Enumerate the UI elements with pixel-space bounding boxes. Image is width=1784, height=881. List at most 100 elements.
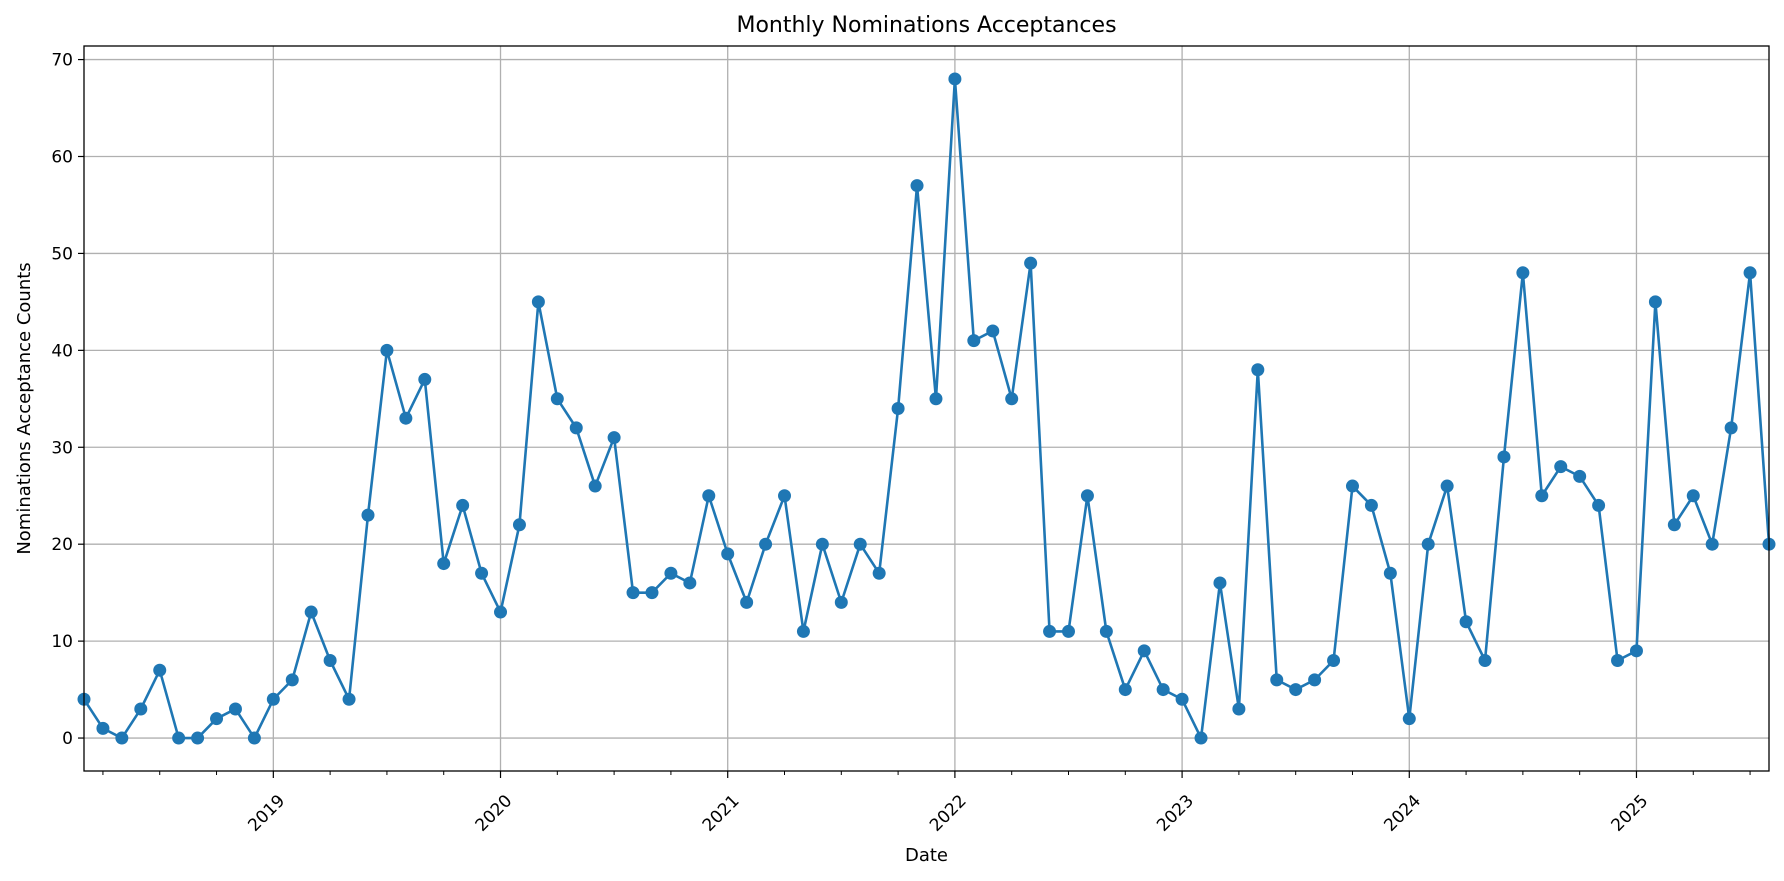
data-point <box>380 343 394 357</box>
data-point <box>1137 644 1151 658</box>
data-point <box>740 595 754 609</box>
data-point <box>191 731 205 745</box>
data-point <box>1289 683 1303 697</box>
data-point <box>1327 654 1341 668</box>
data-point <box>210 712 224 726</box>
data-point <box>1648 295 1662 309</box>
data-point <box>1005 392 1019 406</box>
y-axis-label: Nominations Acceptance Counts <box>14 262 35 554</box>
data-point <box>702 489 716 503</box>
data-point <box>1592 498 1606 512</box>
data-point <box>285 673 299 687</box>
data-point <box>1402 712 1416 726</box>
data-point <box>607 431 621 445</box>
y-tick-label: 70 <box>51 51 73 71</box>
data-point <box>1383 566 1397 580</box>
data-point <box>1345 479 1359 493</box>
data-point <box>1043 624 1057 638</box>
data-point <box>796 624 810 638</box>
y-tick-label: 60 <box>51 147 73 167</box>
data-point <box>342 692 356 706</box>
data-point <box>683 576 697 590</box>
data-point <box>304 605 318 619</box>
data-point <box>1251 363 1265 377</box>
data-point <box>588 479 602 493</box>
data-point <box>1194 731 1208 745</box>
y-tick-label: 10 <box>51 632 73 652</box>
data-point <box>1611 654 1625 668</box>
data-point <box>1535 489 1549 503</box>
data-point <box>1554 460 1568 474</box>
data-point <box>115 731 129 745</box>
data-point <box>1573 469 1587 483</box>
data-point <box>323 654 337 668</box>
data-point <box>1270 673 1284 687</box>
data-point <box>1686 489 1700 503</box>
data-point <box>626 586 640 600</box>
data-point <box>721 547 735 561</box>
y-tick-label: 0 <box>62 729 73 749</box>
data-point <box>853 537 867 551</box>
data-point <box>1024 256 1038 270</box>
data-point <box>1061 624 1075 638</box>
data-point <box>872 566 886 580</box>
data-point <box>986 324 1000 338</box>
series-layer <box>77 72 1776 745</box>
chart-title: Monthly Nominations Acceptances <box>736 13 1116 38</box>
data-point <box>247 731 261 745</box>
data-point <box>569 421 583 435</box>
data-point <box>1440 479 1454 493</box>
data-point <box>550 392 564 406</box>
data-point <box>361 508 375 522</box>
data-point <box>153 663 167 677</box>
data-point <box>475 566 489 580</box>
data-point <box>418 372 432 386</box>
data-point <box>1175 692 1189 706</box>
data-point <box>645 586 659 600</box>
data-point <box>1364 498 1378 512</box>
data-point <box>1629 644 1643 658</box>
data-point <box>664 566 678 580</box>
data-point <box>228 702 242 716</box>
data-point <box>531 295 545 309</box>
data-point <box>834 595 848 609</box>
y-axis: 0 10 20 30 40 50 60 70 <box>51 51 84 749</box>
data-point <box>1080 489 1094 503</box>
y-tick-label: 30 <box>51 438 73 458</box>
data-point <box>399 411 413 425</box>
data-point <box>494 605 508 619</box>
x-axis-label: Date <box>905 845 948 866</box>
data-point <box>1099 624 1113 638</box>
data-point <box>1478 654 1492 668</box>
data-point <box>1667 518 1681 532</box>
data-point <box>134 702 148 716</box>
y-tick-label: 40 <box>51 341 73 361</box>
data-point <box>266 692 280 706</box>
data-point <box>1213 576 1227 590</box>
data-point <box>1516 266 1530 280</box>
data-point <box>1497 450 1511 464</box>
data-point <box>456 498 470 512</box>
data-point <box>1156 683 1170 697</box>
data-point <box>172 731 186 745</box>
plot-frame <box>83 45 1770 772</box>
data-point <box>910 179 924 193</box>
data-point <box>815 537 829 551</box>
data-point <box>1743 266 1757 280</box>
data-point <box>1421 537 1435 551</box>
data-point <box>1232 702 1246 716</box>
data-point <box>929 392 943 406</box>
data-point <box>96 721 110 735</box>
data-point <box>759 537 773 551</box>
data-point <box>512 518 526 532</box>
data-point <box>1724 421 1738 435</box>
data-point <box>1705 537 1719 551</box>
data-point <box>1459 615 1473 629</box>
data-point <box>967 334 981 348</box>
data-point <box>1118 683 1132 697</box>
series-line <box>82 77 1771 740</box>
y-tick-label: 50 <box>51 244 73 264</box>
data-point <box>1308 673 1322 687</box>
y-tick-label: 20 <box>51 535 73 555</box>
